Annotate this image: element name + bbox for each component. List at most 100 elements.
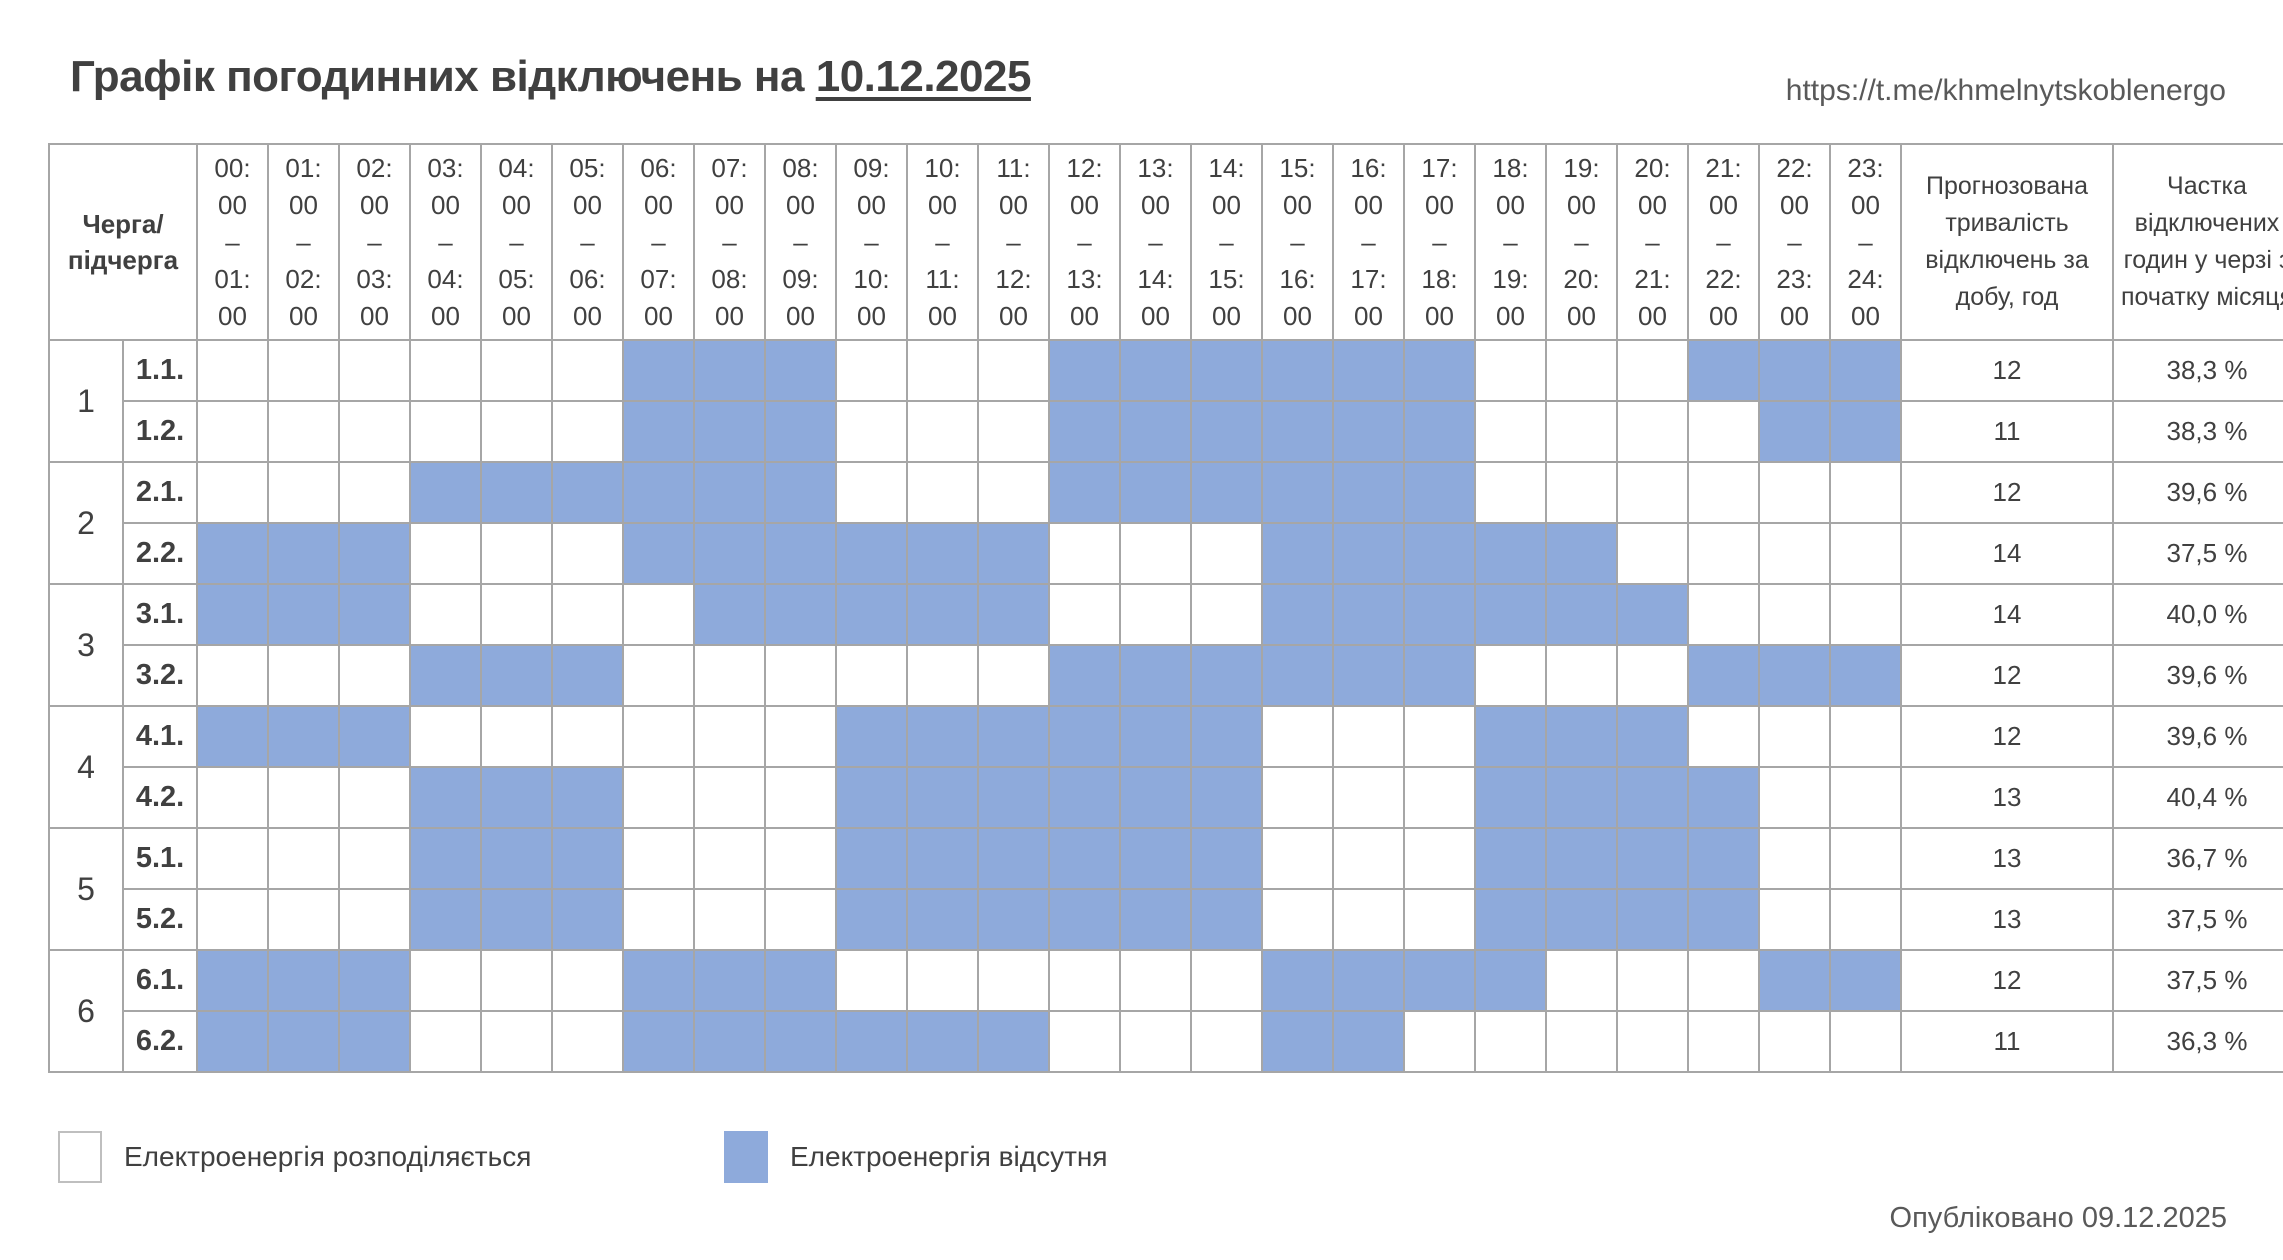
hour-cell-power <box>1403 705 1476 768</box>
hour-cell-outage <box>835 522 908 585</box>
hour-cell-outage <box>409 888 482 951</box>
hour-cell-power <box>409 705 482 768</box>
share-cell: 37,5 % <box>2112 522 2283 585</box>
hour-cell-outage <box>835 705 908 768</box>
duration-cell: 11 <box>1900 400 2114 463</box>
hour-cell-outage <box>906 522 979 585</box>
channel-link[interactable]: https://t.me/khmelnytskoblenergo <box>1785 74 2226 107</box>
hour-cell-outage <box>267 949 340 1012</box>
subqueue-label: 3.1. <box>122 583 198 646</box>
hour-cell-outage <box>1403 583 1476 646</box>
hour-cell-power <box>977 949 1050 1012</box>
hour-cell-outage <box>196 583 269 646</box>
hour-cell-power <box>1616 461 1689 524</box>
hour-cell-power <box>1687 1010 1760 1073</box>
hour-header: 01: 00–02: 00 <box>267 143 340 341</box>
hour-cell-power <box>1403 766 1476 829</box>
hour-cell-power <box>1616 522 1689 585</box>
hour-cell-power <box>622 583 695 646</box>
hour-header: 13: 00–14: 00 <box>1119 143 1192 341</box>
hour-cell-outage <box>1332 339 1405 402</box>
hour-cell-outage <box>409 461 482 524</box>
hour-cell-outage <box>764 583 837 646</box>
hour-cell-outage <box>338 522 411 585</box>
hour-cell-outage <box>1048 400 1121 463</box>
hour-header: 14: 00–15: 00 <box>1190 143 1263 341</box>
hour-cell-power <box>977 339 1050 402</box>
hour-cell-power <box>1687 583 1760 646</box>
hour-cell-power <box>1758 461 1831 524</box>
hour-cell-outage <box>267 1010 340 1073</box>
hour-cell-power <box>977 461 1050 524</box>
hour-cell-power <box>1687 400 1760 463</box>
hour-cell-power <box>622 705 695 768</box>
hour-cell-outage <box>764 1010 837 1073</box>
table-row: 5.2. 13 37,5 % <box>49 888 2283 951</box>
hour-cell-power <box>1616 400 1689 463</box>
hour-cell-outage <box>1474 949 1547 1012</box>
hour-cell-power <box>1545 1010 1618 1073</box>
hour-cell-power <box>338 827 411 890</box>
hour-cell-outage <box>409 827 482 890</box>
hour-cell-outage <box>1616 827 1689 890</box>
hour-header: 22: 00–23: 00 <box>1758 143 1831 341</box>
share-cell: 38,3 % <box>2112 339 2283 402</box>
hour-cell-outage <box>1403 339 1476 402</box>
hour-cell-outage <box>196 1010 269 1073</box>
hour-cell-power <box>1474 644 1547 707</box>
hour-cell-power <box>1545 644 1618 707</box>
hour-cell-outage <box>1829 339 1902 402</box>
hour-cell-outage <box>1048 705 1121 768</box>
hour-cell-outage <box>1474 583 1547 646</box>
subqueue-label: 6.1. <box>122 949 198 1012</box>
hour-cell-outage <box>1687 827 1760 890</box>
hour-header: 21: 00–22: 00 <box>1687 143 1760 341</box>
hour-cell-outage <box>480 644 553 707</box>
hour-cell-outage <box>196 705 269 768</box>
hour-cell-outage <box>1261 339 1334 402</box>
hour-cell-power <box>906 949 979 1012</box>
hour-cell-power <box>480 522 553 585</box>
hour-cell-outage <box>480 766 553 829</box>
hour-cell-power <box>906 461 979 524</box>
hour-cell-power <box>622 644 695 707</box>
hour-cell-outage <box>338 1010 411 1073</box>
hour-cell-outage <box>977 1010 1050 1073</box>
hour-cell-power <box>1190 1010 1263 1073</box>
hour-cell-outage <box>1616 583 1689 646</box>
queue-label: 6 <box>48 949 124 1073</box>
hour-cell-power <box>551 339 624 402</box>
subqueue-label: 4.2. <box>122 766 198 829</box>
subqueue-label: 5.2. <box>122 888 198 951</box>
hour-cell-outage <box>1687 888 1760 951</box>
hour-cell-power <box>1190 583 1263 646</box>
hour-cell-outage <box>835 1010 908 1073</box>
hour-cell-power <box>622 766 695 829</box>
hour-cell-power <box>480 583 553 646</box>
hour-cell-outage <box>977 705 1050 768</box>
hour-cell-outage <box>1403 461 1476 524</box>
hour-cell-power <box>196 766 269 829</box>
hour-cell-power <box>1474 400 1547 463</box>
hour-cell-power <box>1119 522 1192 585</box>
hour-cell-power <box>338 461 411 524</box>
hour-cell-power <box>977 400 1050 463</box>
hour-cell-power <box>1403 827 1476 890</box>
hour-cell-power <box>835 949 908 1012</box>
hour-cell-power <box>267 644 340 707</box>
hour-cell-outage <box>1758 949 1831 1012</box>
hour-cell-outage <box>196 949 269 1012</box>
hour-cell-outage <box>480 461 553 524</box>
hour-cell-outage <box>1332 461 1405 524</box>
hour-header: 04: 00–05: 00 <box>480 143 553 341</box>
table-row: 3 3.1. 14 40,0 % <box>48 583 2283 707</box>
hour-cell-outage <box>1261 461 1334 524</box>
hour-cell-outage <box>1545 705 1618 768</box>
hour-cell-outage <box>1758 400 1831 463</box>
table-row: 4 4.1. 12 39,6 % <box>48 705 2283 829</box>
hour-cell-power <box>551 705 624 768</box>
hour-cell-power <box>267 827 340 890</box>
hour-cell-outage <box>1119 644 1192 707</box>
hour-cell-outage <box>906 888 979 951</box>
hour-cell-power <box>1048 1010 1121 1073</box>
